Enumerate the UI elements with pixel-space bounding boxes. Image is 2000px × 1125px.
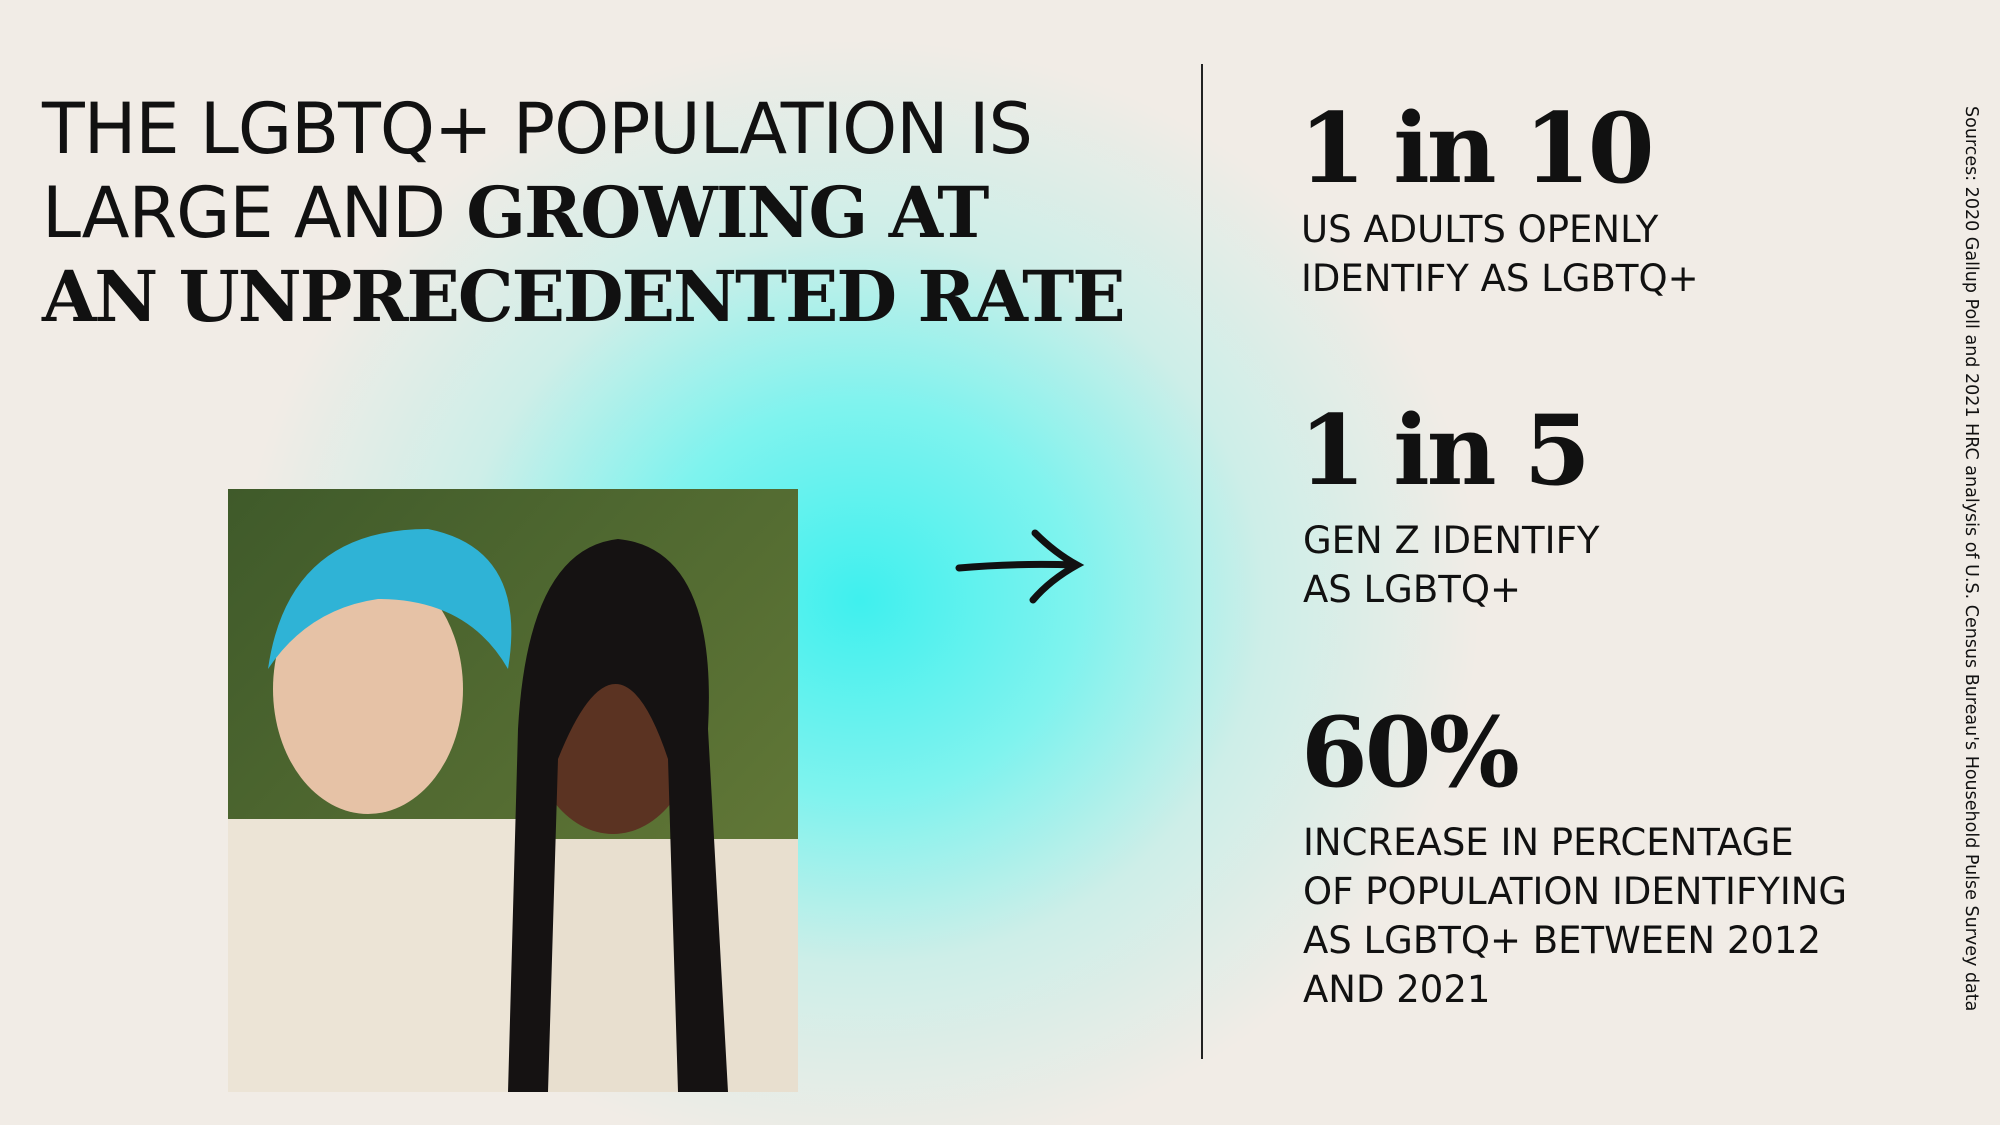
stat-line: AS LGBTQ+ BETWEEN 2012 <box>1303 919 1822 962</box>
stat-line: US ADULTS OPENLY <box>1301 208 1659 251</box>
stat-description: INCREASE IN PERCENTAGE OF POPULATION IDE… <box>1303 818 1847 1014</box>
stat-description: GEN Z IDENTIFY AS LGBTQ+ <box>1303 516 1599 614</box>
headline-emphasis: GROWING AT <box>466 171 989 254</box>
stat-line: AND 2021 <box>1303 968 1491 1011</box>
headline: THE LGBTQ+ POPULATION IS LARGE AND GROWI… <box>42 88 1126 339</box>
stat-value: 1 in 5 <box>1299 394 1591 507</box>
headline-emphasis: AN UNPRECEDENTED RATE <box>42 255 1126 338</box>
stat-line: GEN Z IDENTIFY <box>1303 519 1600 562</box>
stat-value: 60% <box>1301 696 1520 809</box>
stat-line: OF POPULATION IDENTIFYING <box>1303 870 1848 913</box>
arrow <box>955 529 1085 604</box>
divider <box>1201 64 1203 1059</box>
stat-description: US ADULTS OPENLY IDENTIFY AS LGBTQ+ <box>1301 205 1699 303</box>
stat-line: AS LGBTQ+ <box>1303 568 1521 611</box>
stat-value: 1 in 10 <box>1299 92 1654 205</box>
stat-line: INCREASE IN PERCENTAGE <box>1303 821 1794 864</box>
headline-line: LARGE AND <box>42 172 446 254</box>
stat-line: IDENTIFY AS LGBTQ+ <box>1301 257 1699 300</box>
source-note: Sources: 2020 Gallup Poll and 2021 HRC a… <box>1961 106 1981 1012</box>
photo <box>228 489 798 1092</box>
headline-line: THE LGBTQ+ POPULATION IS <box>42 88 1033 170</box>
